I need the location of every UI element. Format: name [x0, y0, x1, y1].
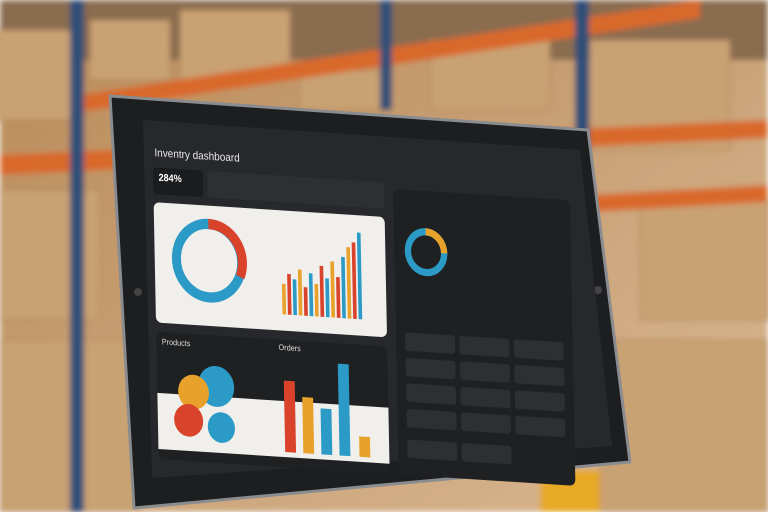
bubble [174, 404, 204, 437]
chart-panel [153, 202, 387, 337]
bubble [207, 412, 235, 443]
panel-label: Products [162, 337, 191, 348]
camera [594, 286, 602, 294]
tile-grid [405, 332, 566, 465]
stat-card [152, 167, 204, 198]
donut-segment [425, 228, 448, 254]
bar-group [283, 363, 371, 458]
panel-label: Orders [279, 342, 301, 353]
bar-group [281, 232, 363, 320]
donut-segment [208, 218, 247, 280]
toolbar [207, 171, 385, 209]
bubble [178, 374, 209, 410]
camera [134, 288, 142, 296]
dashboard: Inventry dashboard 284% Products Orders [152, 147, 576, 486]
dashboard-title: Inventry dashboard [154, 147, 240, 165]
stat-value: 284% [158, 172, 182, 185]
